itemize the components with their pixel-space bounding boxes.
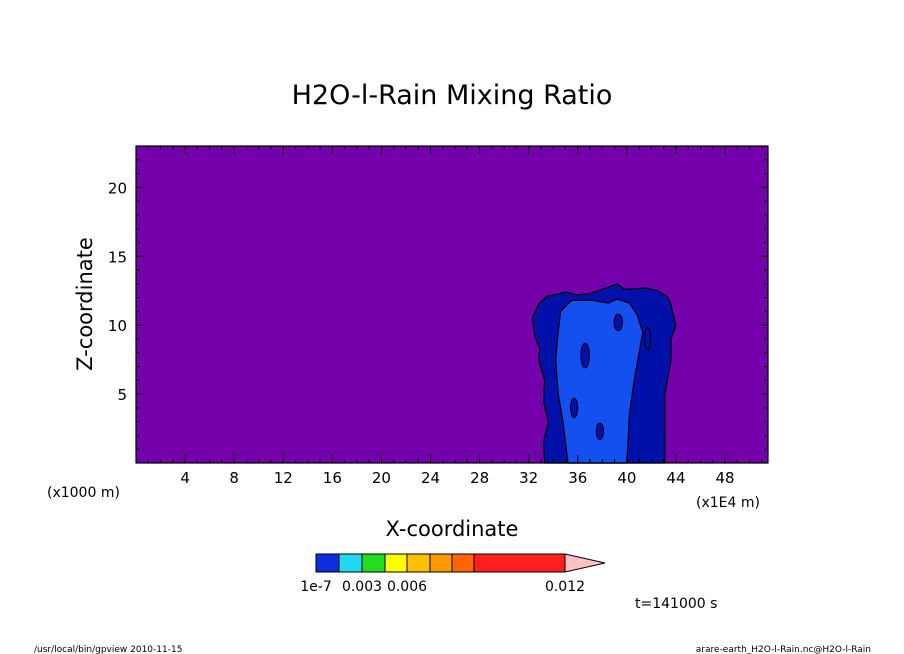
contour-blob [644,327,652,351]
y-tick-label: 10 [108,317,127,335]
contour-blob [613,313,624,332]
footer-right-text: arare-earth_H2O-l-Rain.nc@H2O-l-Rain [696,645,871,654]
plot-frame [135,145,769,464]
colorbar [315,553,606,573]
plot-background [136,146,768,463]
x-tick-label: 20 [372,469,391,487]
colorbar-segment [451,553,475,573]
colorbar-segment [361,553,386,573]
colorbar-segment [338,553,363,573]
x-tick-label: 4 [180,469,190,487]
x-axis: 4 8 12 16 20 24 28 32 36 40 44 48 [147,146,763,487]
y-tick-label: 15 [108,248,127,266]
contour-region-inner [555,298,644,464]
x-tick-label: 36 [568,469,587,487]
x-axis-label: X-coordinate [386,517,519,541]
y-axis: 5 10 15 20 [108,159,768,450]
x-tick-label: 16 [323,469,342,487]
x-tick-label: 12 [274,469,293,487]
y-tick-label: 5 [117,386,127,404]
y-tick-label: 20 [108,179,127,197]
colorbar-label: 1e-7 [300,579,331,595]
x-tick-label: 44 [666,469,685,487]
y-axis-label: Z-coordinate [73,237,97,371]
colorbar-segment [473,553,566,573]
colorbar-label: 0.012 [545,579,585,595]
footer-left-text: /usr/local/bin/gpview 2010-11-15 [34,645,182,654]
x-unit-left-label: (x1000 m) [47,485,120,501]
contour-blob [580,342,590,369]
colorbar-label: 0.006 [387,579,427,595]
colorbar-segment [406,553,431,573]
colorbar-overflow-arrow [564,553,606,573]
plot-area [135,145,769,464]
x-tick-label: 48 [716,469,735,487]
colorbar-label: 0.003 [342,579,382,595]
colorbar-labels: 1e-7 0.003 0.006 0.012 [300,579,585,595]
x-tick-label: 24 [421,469,440,487]
x-tick-label: 28 [470,469,489,487]
x-tick-label: 8 [229,469,239,487]
time-label: t=141000 s [635,596,717,612]
colorbar-segment [315,553,340,573]
contour-blob [569,397,579,419]
colorbar-segment [429,553,453,573]
x-tick-label: 32 [519,469,538,487]
chart-title: H2O-l-Rain Mixing Ratio [292,80,613,111]
x-unit-right-label: (x1E4 m) [696,495,760,511]
x-tick-label: 40 [617,469,636,487]
contour-blob [595,422,605,441]
colorbar-segment [384,553,408,573]
